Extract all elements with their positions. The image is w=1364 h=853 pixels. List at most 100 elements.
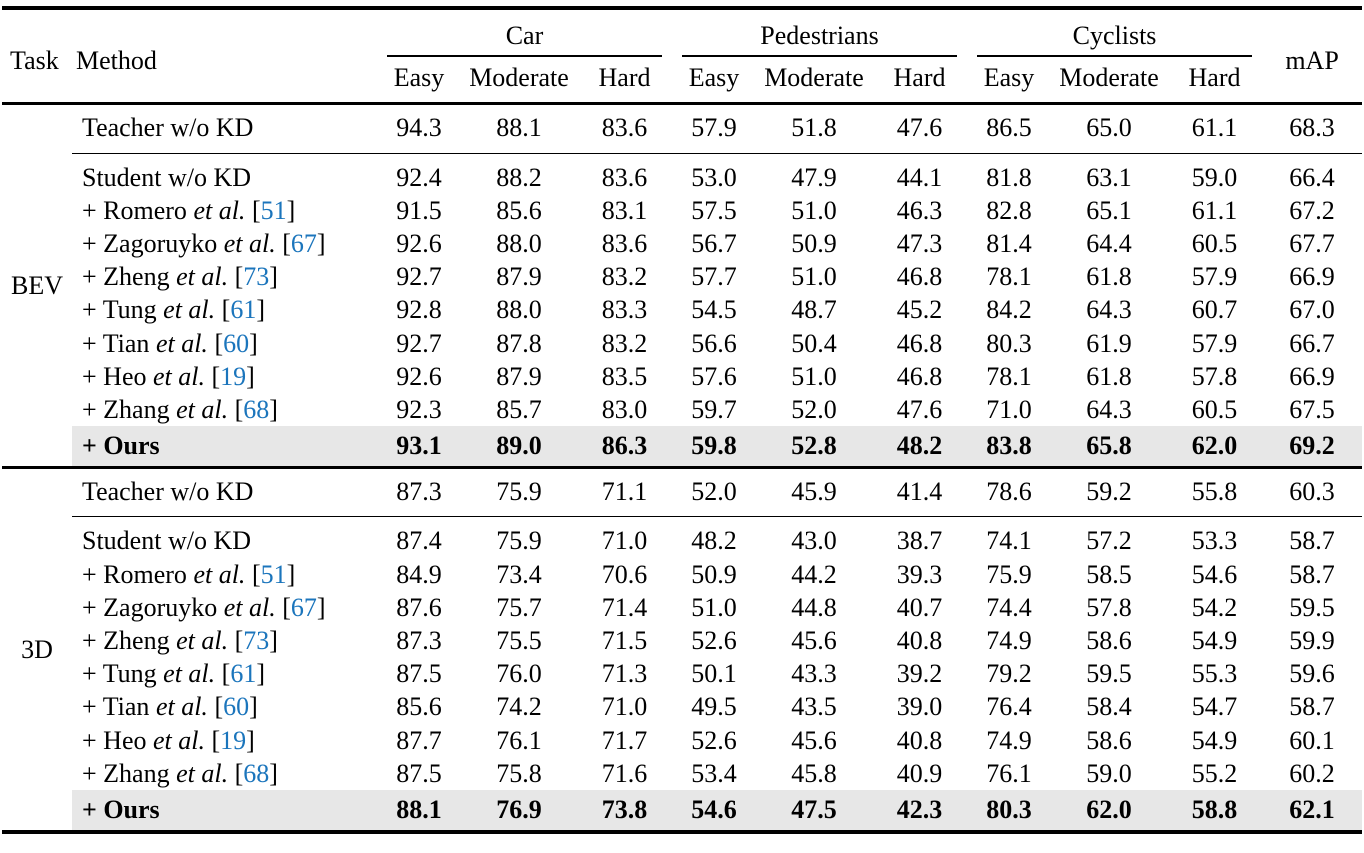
metric-cell: 59.7 [691,394,737,424]
metric-cell: 67.5 [1289,394,1335,424]
etal-text: et al. [149,692,208,722]
metric-cell: 83.2 [601,262,648,292]
table-row: + Romero et al. [51] 91.5 85.6 83.1 57.5 51.0… [2,194,1362,227]
metric-cell: 74.4 [986,592,1032,622]
metric-cell: 92.6 [396,361,442,391]
metric-cell: 58.6 [1086,725,1132,755]
metric-cell: 71.7 [601,725,648,755]
metric-cell: 48.2 [691,526,737,556]
group-label-pedestrians: Pedestrians [760,21,879,50]
metric-cell: 87.4 [396,526,442,556]
etal-text: et al. [169,262,229,292]
metric-cell: 43.3 [791,659,837,689]
citation-ref[interactable]: 68 [243,394,270,424]
citation-ref[interactable]: 73 [243,626,270,655]
table-row: + Romero et al. [51] 84.9 73.4 70.6 50.9 44.2… [2,558,1362,591]
citation-ref[interactable]: 73 [243,262,270,292]
citation-ref[interactable]: 19 [220,725,247,755]
method-cell: + Romero et al. [51] [82,195,296,225]
metric-cell: 53.4 [691,758,737,788]
etal-text: et al. [186,559,246,589]
results-table: Task Method Car Pedestrians Cyclists mAP… [2,6,1363,835]
method-name: + Tian [82,692,150,722]
metric-cell: 83.1 [601,195,648,225]
metric-cell: 84.9 [396,559,442,589]
col-header-easy: Easy [688,63,740,93]
group-header-pedestrians: Pedestrians [672,8,967,58]
metric-cell: 64.4 [1086,228,1132,258]
metric-cell: 67.2 [1289,195,1335,225]
metric-cell: 54.5 [691,295,737,325]
metric-cell: 71.0 [601,526,648,556]
metric-cell: 46.8 [896,328,943,358]
metric-cell: 66.4 [1289,162,1335,192]
metric-cell: 67.0 [1289,295,1335,325]
metric-cell: 89.0 [461,426,577,468]
metric-cell: 73.8 [577,789,672,833]
metric-cell: 83.6 [601,162,648,192]
metric-cell: 54.2 [1191,592,1238,622]
metric-cell: 60.3 [1262,467,1363,518]
etal-text: et al. [169,758,229,788]
method-name: + Romero [82,195,187,225]
etal-text: et al. [169,394,229,424]
metric-cell: 82.8 [986,195,1032,225]
metric-cell: 50.9 [791,228,837,258]
metric-cell: 44.1 [896,162,943,192]
citation-ref[interactable]: 67 [290,228,317,258]
table-row: + Tung et al. [61] 92.8 88.0 83.3 54.5 48.7 45… [2,293,1362,326]
metric-cell: 88.0 [496,295,542,325]
citation-ref[interactable]: 68 [243,758,270,788]
method-cell: + Zagoruyko et al. [67] [82,592,326,622]
metric-cell: 66.7 [1289,328,1335,358]
section-3d: 3D Teacher w/o KD 87.3 75.9 71.1 52.0 45.9 41.4… [2,467,1363,833]
metric-cell: 87.3 [377,467,461,518]
metric-cell: 88.0 [496,228,542,258]
table-row: + Ours 93.1 89.0 86.3 59.8 52.8 48.2 83.8 65.8 62… [2,426,1363,468]
metric-cell: 87.3 [396,626,442,655]
metric-cell: 58.5 [1086,559,1132,589]
metric-cell: 76.0 [496,659,542,689]
metric-cell: 59.9 [1289,626,1335,655]
table-row: + Tung et al. [61] 87.5 76.0 71.3 50.1 43.3 39… [2,657,1362,690]
etal-text: et al. [156,295,216,325]
metric-cell: 75.8 [496,758,542,788]
citation-ref[interactable]: 60 [223,692,250,722]
metric-cell: 54.9 [1191,626,1238,655]
citation-ref[interactable]: 60 [223,328,250,358]
group-rule [682,55,958,58]
metric-cell: 40.7 [896,592,943,622]
metric-cell: 75.5 [496,626,542,655]
metric-cell: 40.8 [896,626,943,655]
citation-ref[interactable]: 51 [260,559,287,589]
metric-cell: 45.9 [756,467,872,518]
table-row: BEV Teacher w/o KD 94.3 88.1 83.6 57.9 51.8 47.… [2,103,1363,300]
metric-cell: 51.8 [756,103,872,154]
citation-ref[interactable]: 51 [260,195,287,225]
metric-cell: 76.1 [496,725,542,755]
method-cell: + Ours [72,789,377,833]
metric-cell: 83.6 [577,103,672,154]
metric-cell: 49.5 [691,692,737,722]
method-cell: + Tung et al. [61] [82,659,266,689]
metric-cell: 60.7 [1191,295,1238,325]
task-label: 3D [21,635,53,665]
metric-cell: 57.9 [672,103,756,154]
metric-cell: 51.0 [791,195,837,225]
metric-cell: 94.3 [377,103,461,154]
metric-cell: 78.6 [967,467,1052,518]
method-name: Student w/o KD [82,526,251,556]
metric-cell: 39.0 [896,692,943,722]
metric-cell: 52.0 [672,467,756,518]
citation-ref[interactable]: 61 [230,659,257,689]
citation-ref[interactable]: 67 [290,592,317,622]
metric-cell: 62.0 [1051,789,1168,833]
metric-cell: 55.8 [1167,467,1263,518]
citation-ref[interactable]: 19 [220,361,247,391]
metric-cell: 87.9 [496,262,542,292]
metric-cell: 83.2 [601,328,648,358]
metric-cell: 57.8 [1086,592,1132,622]
metric-cell: 55.3 [1191,659,1238,689]
metric-cell: 47.6 [872,103,968,154]
citation-ref[interactable]: 61 [230,295,257,325]
